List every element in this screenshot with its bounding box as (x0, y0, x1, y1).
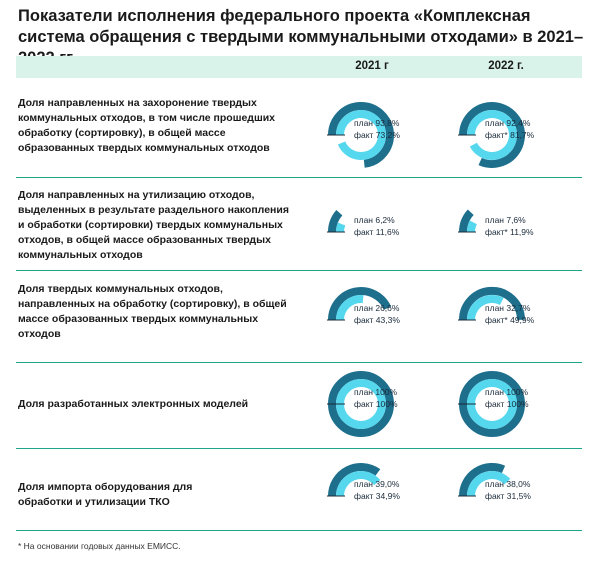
radial-bar-cell: план 7,6% факт* 11,9% (458, 209, 534, 237)
fact-arc (328, 102, 394, 168)
fact-label: факт 73,2% (354, 130, 400, 140)
plan-label: план 6,2% (354, 215, 395, 225)
radial-bar-cell: план 26,6% факт 43,3% (327, 287, 400, 325)
fact-arc (328, 371, 395, 437)
row-divider (16, 362, 582, 363)
fact-label: факт* 81,7% (485, 130, 535, 140)
fact-arc (459, 102, 525, 168)
fact-label: факт 31,5% (485, 491, 531, 501)
plan-label: план 100% (354, 387, 398, 397)
plan-arc (467, 379, 518, 429)
fact-arc (328, 287, 392, 321)
radial-bar-cell: план 39,0% факт 34,9% (327, 463, 400, 501)
year-header-2022: 2022 г. (488, 60, 524, 72)
plan-label: план 7,6% (485, 215, 526, 225)
row-divider (16, 177, 582, 178)
plan-label: план 100% (485, 387, 529, 397)
fact-label: факт 34,9% (354, 491, 400, 501)
footnote: * На основании годовых данных ЕМИСС. (18, 541, 181, 551)
fact-arc (459, 463, 506, 497)
plan-label: план 32,7% (485, 303, 531, 313)
plan-label: план 26,6% (354, 303, 400, 313)
radial-bar-cell: план 100% факт 100% (327, 371, 398, 437)
row-divider (16, 448, 582, 449)
plan-arc (336, 471, 381, 497)
radial-bar-cell: план 100% факт 100% (458, 371, 529, 437)
fact-label: факт* 11,9% (485, 227, 534, 237)
indicator-label: Доля направленных на утилизацию отходов,… (18, 189, 289, 261)
fact-label: факт 100% (485, 399, 529, 409)
plan-arc (467, 220, 478, 233)
plan-arc (467, 110, 517, 160)
plan-arc (467, 471, 511, 497)
radial-bar-cell: план 6,2% факт 11,6% (327, 210, 400, 237)
radial-bar-cell: план 93,8% факт 73,2% (327, 102, 400, 168)
indicator-label: Доля импорта оборудования для обработки … (18, 481, 193, 508)
fact-label: факт 11,6% (354, 227, 400, 237)
plan-arc (467, 295, 504, 321)
plan-label: план 38,0% (485, 479, 531, 489)
fact-label: факт 43,3% (354, 315, 400, 325)
table-header: 2021 г 2022 г. (16, 56, 582, 78)
indicator-label: Доля направленных на захоронение твердых… (18, 97, 276, 154)
fact-label: факт* 49,9% (485, 315, 535, 325)
radial-bar-cell: план 32,7% факт* 49,9% (458, 286, 535, 325)
plan-arc (336, 295, 364, 321)
plan-label: план 39,0% (354, 479, 400, 489)
year-header-2021: 2021 г (355, 60, 389, 72)
fact-arc (328, 463, 381, 497)
row-divider (16, 270, 582, 271)
plan-label: план 92,4% (485, 118, 531, 128)
radial-bar-cell: план 38,0% факт 31,5% (458, 463, 531, 501)
plan-arc (336, 379, 387, 429)
fact-arc (458, 286, 525, 321)
plan-arc (335, 222, 346, 233)
fact-arc (459, 209, 474, 233)
indicator-label: Доля твердых коммунальных отходов, напра… (18, 283, 287, 340)
fact-arc (459, 371, 526, 437)
radial-bar-cell: план 92,4% факт* 81,7% (458, 102, 535, 168)
indicator-label: Доля разработанных электронных моделей (18, 398, 249, 410)
fact-arc (328, 210, 343, 233)
plan-arc (336, 110, 386, 160)
fact-label: факт 100% (354, 399, 398, 409)
plan-label: план 93,8% (354, 118, 400, 128)
row-divider (16, 530, 582, 531)
